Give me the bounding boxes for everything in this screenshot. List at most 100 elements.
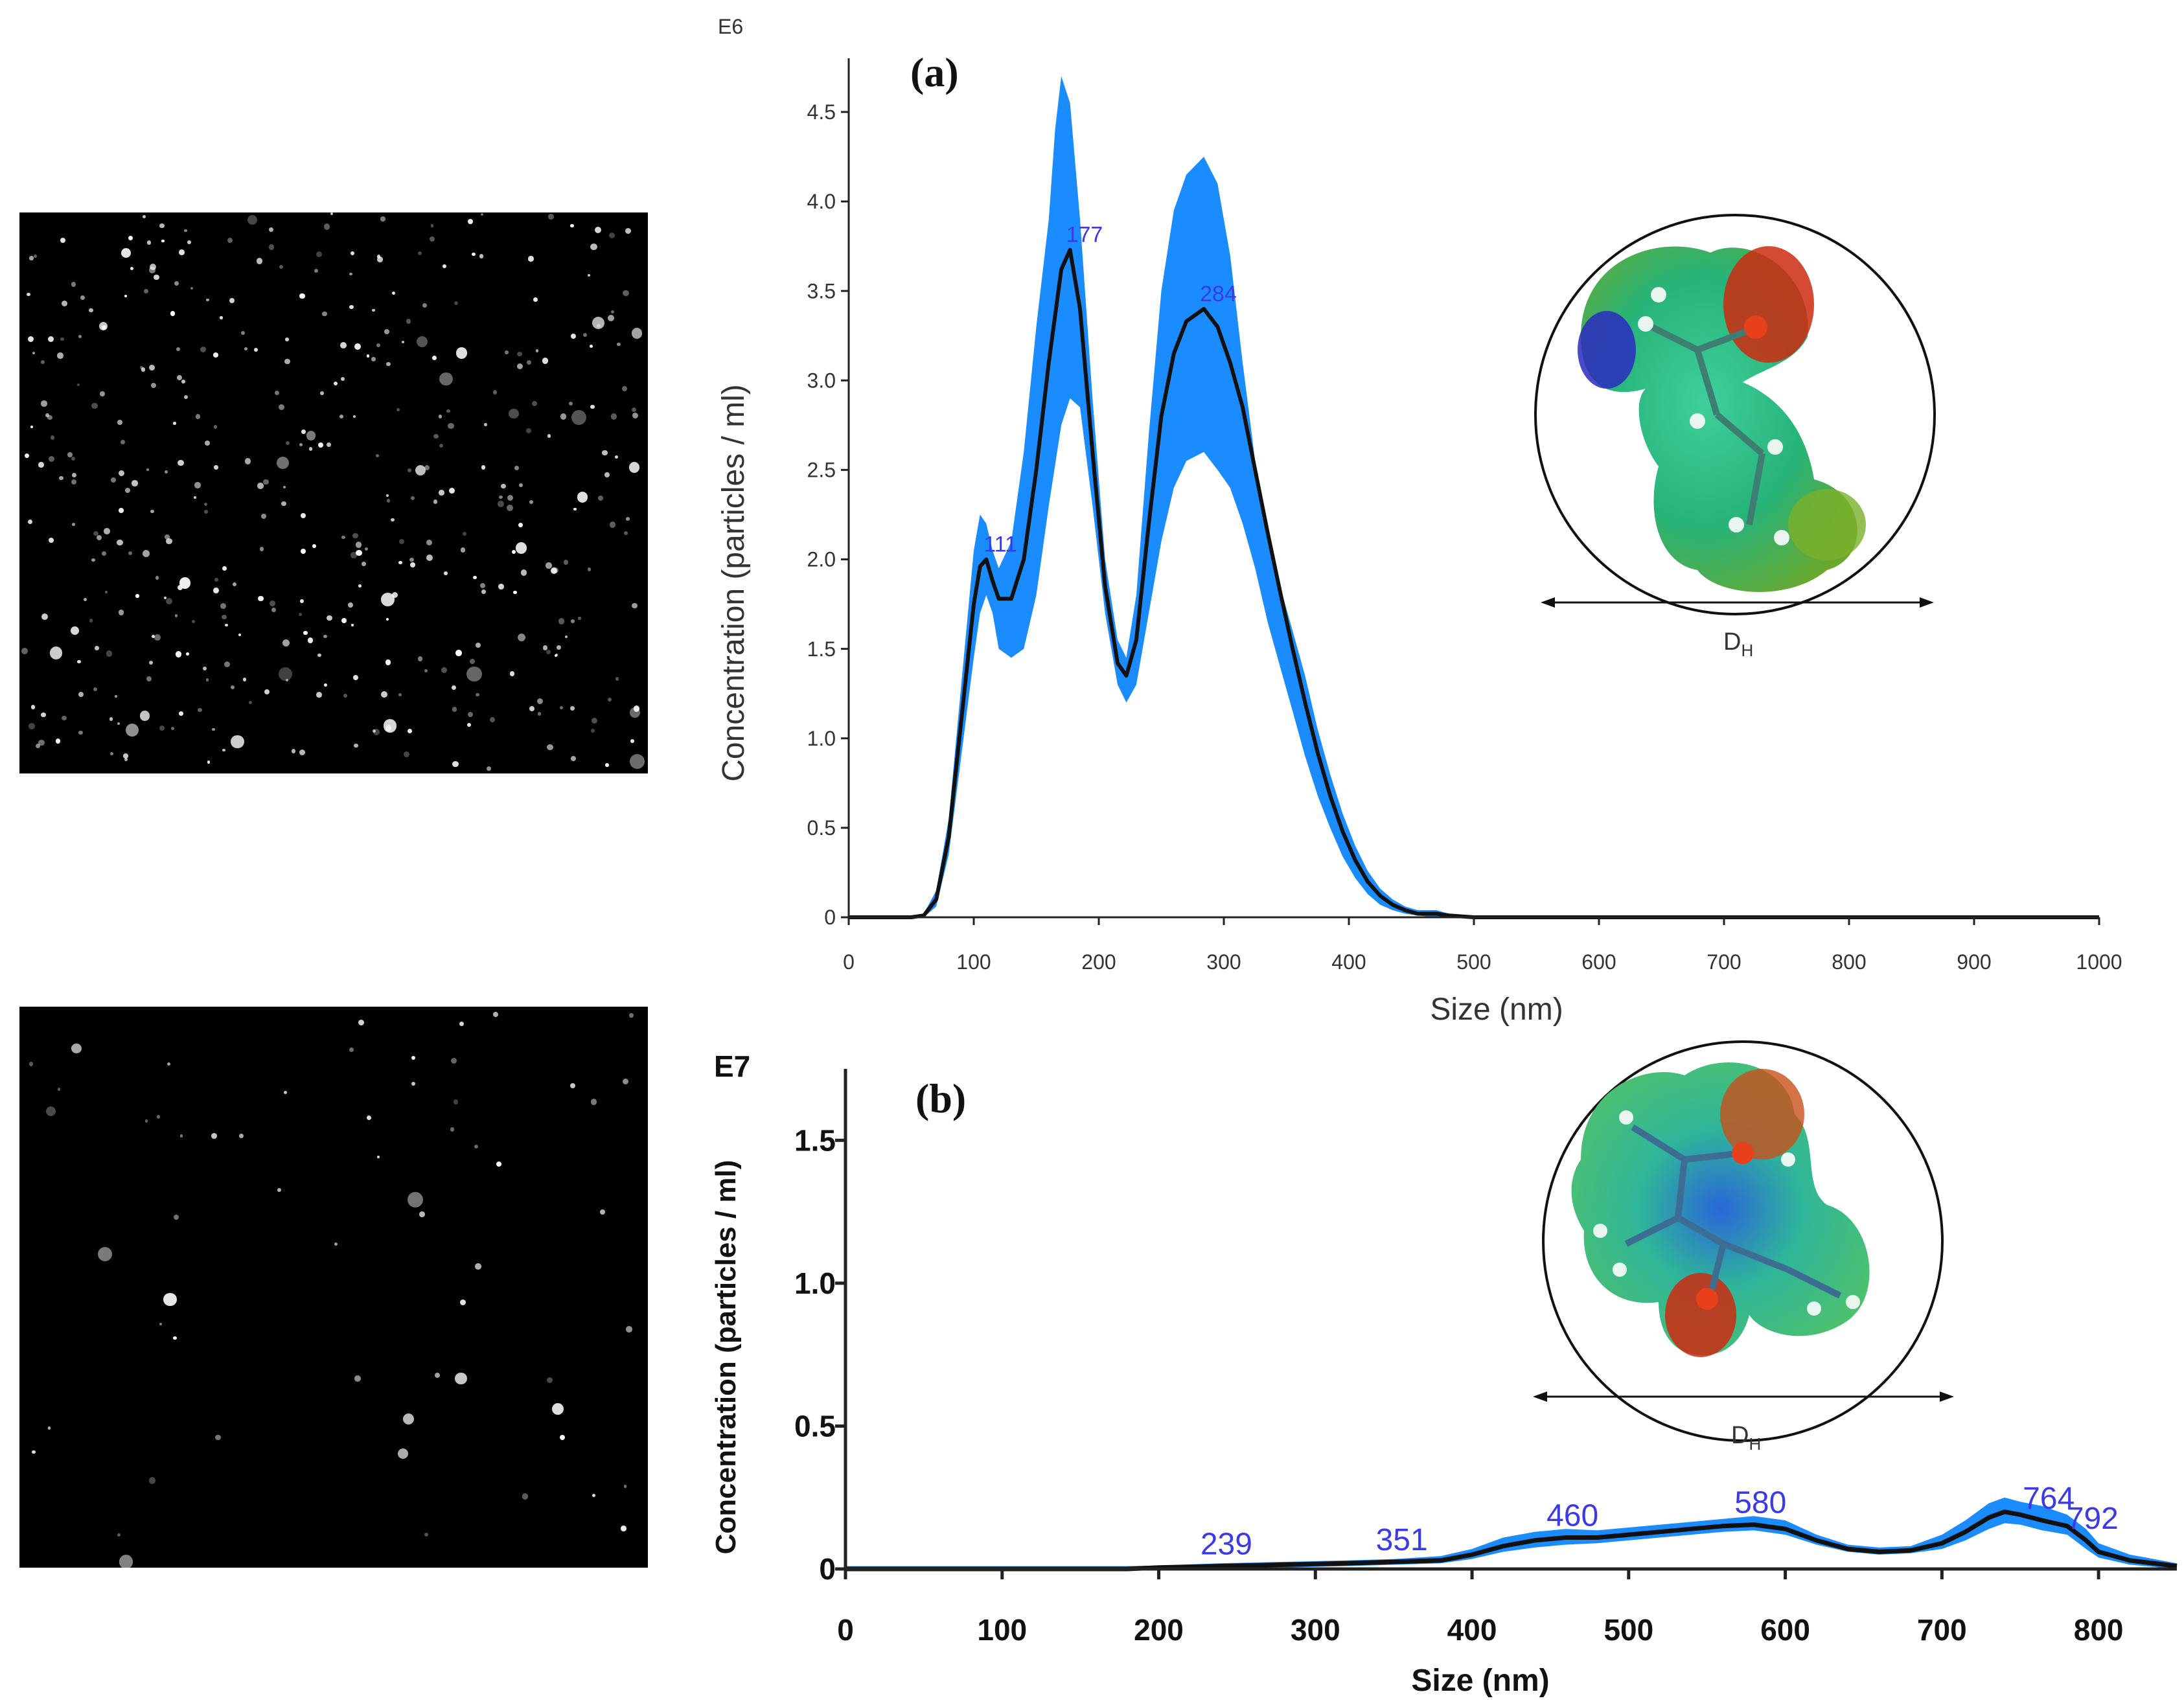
particle-dot: [592, 718, 598, 724]
particle-dot: [285, 337, 290, 341]
particle-dot: [351, 624, 354, 627]
particle-dot: [555, 653, 558, 657]
particle-dot: [426, 555, 433, 562]
particle-dot: [622, 386, 628, 391]
particle-dot: [629, 1013, 634, 1018]
particle-dot: [467, 723, 472, 727]
atom-h4-a: [1767, 439, 1783, 455]
particle-dot: [507, 495, 514, 501]
particle-dot: [60, 337, 65, 341]
particle-dot: [626, 517, 630, 521]
chart-b-panel-label: (b): [915, 1075, 966, 1121]
particle-dot: [230, 685, 235, 690]
chart-b-ytick-label: 0.5: [794, 1410, 836, 1443]
particle-dot: [174, 614, 178, 617]
particle-dot: [177, 584, 183, 590]
particle-dot: [589, 345, 593, 349]
particle-dot: [349, 272, 352, 276]
particle-dot: [93, 531, 98, 536]
particle-dot: [411, 496, 415, 501]
particle-dot: [174, 281, 179, 286]
particle-dot: [475, 642, 481, 648]
particle-dot: [411, 1055, 415, 1060]
particle-dot: [424, 669, 428, 672]
particle-dot: [439, 372, 453, 386]
particle-dot: [347, 602, 354, 608]
particle-dot: [27, 336, 34, 342]
particle-dot: [118, 470, 125, 477]
chart-a-ytick-label: 4.0: [807, 190, 836, 213]
particle-dot: [203, 666, 207, 670]
particle-dot: [190, 287, 194, 290]
particle-dot: [215, 1434, 221, 1441]
atom-h6-a: [1774, 530, 1789, 545]
particle-dot: [507, 505, 513, 511]
particle-dot: [91, 558, 95, 562]
particle-dot: [452, 761, 459, 768]
molecule-inset-a: DH: [1534, 214, 1936, 660]
particle-dot: [33, 255, 38, 258]
particle-dot: [537, 712, 542, 716]
particle-dot: [380, 216, 385, 222]
particle-dot: [256, 258, 263, 264]
particle-dot: [244, 347, 247, 350]
particle-dot: [490, 717, 496, 723]
particle-dot: [408, 468, 412, 473]
chart-a-xtick-label: 100: [956, 950, 991, 974]
particle-dot: [46, 1106, 56, 1117]
particle-dot: [281, 501, 286, 507]
particle-dot: [175, 651, 182, 658]
particle-dot: [183, 395, 188, 399]
chart-a-ytick-label: 4.5: [807, 100, 836, 124]
particle-dot: [77, 659, 81, 664]
particle-dot: [432, 355, 437, 360]
particle-dot: [461, 547, 466, 553]
particle-dot: [391, 518, 395, 521]
particle-dot: [529, 706, 535, 712]
particle-dot: [376, 343, 380, 347]
chart-b-xtick-label: 100: [977, 1613, 1027, 1647]
particle-dot: [316, 692, 322, 698]
particle-dot: [156, 1115, 161, 1119]
particle-dot: [475, 1263, 482, 1270]
particle-dot: [194, 482, 201, 488]
particle-dot: [447, 422, 454, 429]
atom-h1-b: [1619, 1110, 1633, 1125]
particle-dot: [610, 413, 617, 420]
particle-dot: [128, 235, 133, 240]
particle-dot: [146, 468, 149, 472]
particle-dot: [152, 635, 155, 639]
particle-dot: [222, 748, 226, 752]
particle-dot: [124, 294, 128, 298]
particle-dot: [238, 633, 242, 636]
particle-dot: [118, 610, 124, 615]
particle-dot: [170, 726, 175, 730]
particle-dot: [161, 240, 165, 243]
particle-dot: [121, 247, 131, 258]
particle-dot: [419, 1211, 425, 1218]
particle-dot: [93, 687, 98, 691]
particle-dot: [376, 256, 383, 262]
particle-dot: [592, 1493, 596, 1498]
particle-dot: [207, 761, 211, 764]
particle-dot: [30, 426, 33, 429]
particle-dot: [518, 483, 523, 488]
particle-dot: [71, 1043, 82, 1054]
chart-a-ytick-label: 2.0: [807, 548, 836, 571]
particle-dot: [284, 1090, 288, 1094]
particle-dot: [608, 232, 615, 238]
particle-dot: [291, 749, 296, 753]
particle-dot: [274, 390, 280, 396]
particle-dot: [467, 218, 474, 225]
particle-dot: [546, 562, 552, 569]
particle-dot: [231, 735, 244, 749]
particle-dot: [185, 652, 189, 656]
particle-dot: [109, 717, 113, 721]
chart-a-xtick-label: 0: [843, 950, 855, 974]
particle-dot: [224, 661, 231, 668]
particle-dot: [49, 647, 63, 660]
chart-a-ytick-label: 1.0: [807, 727, 836, 750]
molecule-lobe-a: [1788, 489, 1866, 560]
particle-dot: [103, 527, 110, 534]
particle-dot: [365, 547, 369, 551]
